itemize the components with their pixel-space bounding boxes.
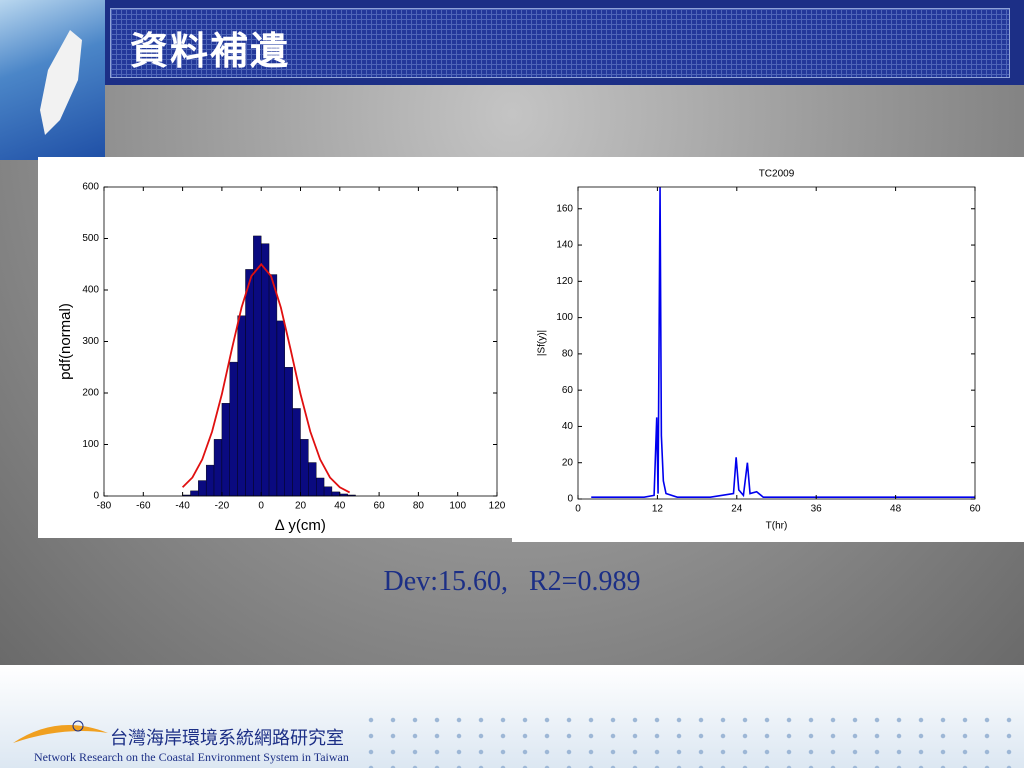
bar: [213, 439, 223, 497]
y-tick-label: 300: [82, 336, 99, 347]
line-series: [591, 186, 975, 498]
bar: [300, 439, 309, 497]
x-tick-label: -80: [97, 501, 112, 512]
logo-wave: [13, 725, 108, 743]
bar: [292, 408, 301, 497]
bar: [237, 315, 246, 497]
y-tick-label: 80: [562, 349, 574, 360]
plot-frame: [577, 186, 976, 500]
x-tick-label: 20: [295, 501, 307, 512]
y-axis-label: pdf(normal): [57, 303, 74, 380]
y-tick-label: 600: [82, 182, 99, 193]
y-tick-label: 20: [562, 457, 574, 468]
y-tick-label: 0: [567, 494, 573, 505]
bar: [268, 274, 278, 497]
island: [40, 30, 82, 135]
y-tick-label: 160: [556, 203, 573, 214]
y-tick-label: 140: [556, 240, 573, 251]
y-tick-label: 400: [82, 285, 99, 296]
bar: [276, 320, 285, 497]
x-tick-label: 48: [890, 504, 902, 515]
title-box: [110, 8, 1010, 78]
footer-pattern: [360, 712, 1024, 768]
bar: [198, 480, 207, 497]
x-axis-label: T(hr): [766, 521, 788, 532]
bar: [221, 403, 230, 497]
y-tick-label: 100: [556, 312, 573, 323]
bar: [308, 462, 317, 497]
x-tick-label: -60: [136, 501, 151, 512]
bar: [190, 490, 199, 497]
x-tick-label: 80: [413, 501, 425, 512]
y-tick-label: 100: [82, 439, 99, 450]
caption: Dev:15.60, R2=0.989: [383, 566, 641, 597]
x-tick-label: 40: [334, 501, 346, 512]
footer-lab-english: Network Research on the Coastal Environm…: [34, 750, 349, 764]
bar: [284, 367, 293, 497]
logo: [13, 720, 108, 743]
y-tick-label: 60: [562, 385, 574, 396]
x-tick-label: 24: [731, 504, 743, 515]
bar: [331, 491, 341, 497]
x-tick-label: -20: [215, 501, 230, 512]
bar: [253, 235, 262, 497]
x-tick-label: 36: [811, 504, 823, 515]
map-thumbnail: [0, 0, 105, 160]
slide-title: 資料補遺: [130, 28, 291, 73]
y-tick-label: 500: [82, 233, 99, 244]
chart-panel: [512, 157, 1024, 542]
y-tick-label: 200: [82, 388, 99, 399]
map-shape: [40, 30, 82, 135]
x-tick-label: 60: [969, 504, 981, 515]
logo-circle: [72, 720, 84, 732]
bar: [323, 486, 333, 497]
y-tick-label: 120: [556, 276, 573, 287]
y-tick-label: 40: [562, 421, 574, 432]
y-tick-label: 0: [93, 491, 99, 502]
y-axis-label: |Sf(y)|: [537, 330, 548, 356]
x-tick-label: 12: [652, 504, 664, 515]
fit-curve: [181, 262, 351, 494]
x-tick-label: 100: [449, 501, 466, 512]
x-tick-label: 60: [374, 501, 386, 512]
bar: [261, 243, 270, 497]
x-tick-label: 0: [575, 504, 581, 515]
x-tick-label: -40: [175, 501, 190, 512]
x-axis-label: ∆ y(cm): [275, 517, 326, 534]
x-tick-label: 0: [258, 501, 264, 512]
x-tick-label: 120: [489, 501, 506, 512]
bar: [316, 477, 325, 497]
footer-lab-name: 台灣海岸環境系統網路研究室: [110, 728, 344, 749]
bar: [205, 464, 215, 497]
chart-title: TC2009: [759, 169, 795, 180]
bar: [229, 361, 238, 497]
bar: [245, 269, 254, 497]
